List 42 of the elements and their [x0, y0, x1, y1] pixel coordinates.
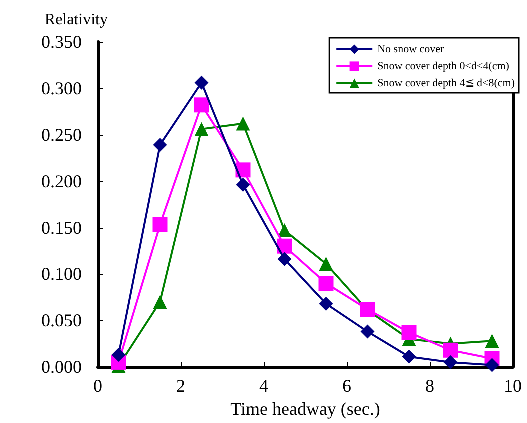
point	[444, 355, 458, 370]
legend-label: Snow cover depth 0<d<4(cm)	[378, 60, 510, 72]
point	[236, 178, 250, 192]
x-tick-label: 2	[176, 376, 186, 396]
point	[236, 116, 250, 131]
point	[402, 325, 417, 340]
point	[319, 296, 334, 311]
x-tick-label: 6	[342, 376, 352, 396]
point	[278, 224, 292, 238]
y-tick-label: 0.150	[42, 218, 82, 238]
x-tick-label: 8	[426, 376, 434, 396]
point	[153, 138, 168, 152]
y-tick-label: 0.050	[42, 310, 82, 331]
legend-label: Snow cover depth 4≦ d<8(cm)	[378, 78, 516, 90]
point	[194, 76, 209, 90]
point	[277, 238, 292, 254]
x-tick-label: 10	[504, 376, 522, 396]
y-axis-title: Relativity	[44, 12, 108, 28]
y-tick-label: 0.350	[42, 32, 82, 52]
point	[194, 122, 209, 136]
x-axis-title: Time headway (sec.)	[230, 399, 380, 419]
y-tick-label: 0.300	[42, 78, 82, 98]
y-tick-label: 0.250	[42, 124, 82, 145]
y-tick-label: 0.100	[42, 264, 82, 284]
point	[278, 252, 292, 266]
point	[485, 358, 500, 372]
point	[112, 348, 126, 362]
y-tick-label: 0.200	[42, 171, 82, 192]
point	[152, 217, 168, 232]
x-tick-label: 4	[260, 376, 268, 396]
legend-label: No snow cover	[378, 44, 445, 56]
point	[443, 342, 458, 358]
point	[360, 324, 375, 339]
x-tick-label: 0	[94, 376, 102, 396]
point	[318, 276, 334, 292]
point	[194, 98, 210, 113]
point	[402, 350, 416, 364]
point	[485, 334, 500, 348]
point	[236, 162, 251, 178]
y-tick-label: 0.000	[42, 357, 82, 378]
point	[153, 295, 168, 310]
point	[319, 256, 334, 271]
